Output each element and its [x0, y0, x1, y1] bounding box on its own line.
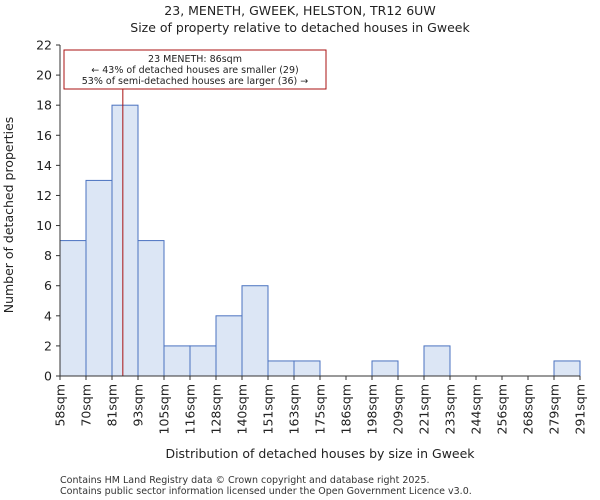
x-tick-label-186sqm: 186sqm — [339, 384, 354, 434]
annotation-line-2: ← 43% of detached houses are smaller (29… — [91, 65, 298, 76]
x-tick-label-140sqm: 140sqm — [235, 384, 250, 434]
chart-title: 23, MENETH, GWEEK, HELSTON, TR12 6UW — [164, 3, 435, 18]
bar-70sqm — [85, 179, 113, 377]
y-tick-label-16: 16 — [36, 128, 52, 143]
footer-line-2: Contains public sector information licen… — [60, 486, 472, 497]
y-tick-label-18: 18 — [36, 98, 52, 113]
y-axis-label: Number of detached properties — [1, 117, 16, 314]
x-tick-label-70sqm: 70sqm — [79, 384, 94, 427]
x-tick-label-93sqm: 93sqm — [131, 384, 146, 427]
bar-163sqm — [293, 360, 321, 377]
x-tick-label-58sqm: 58sqm — [53, 384, 68, 427]
y-tick-label-22: 22 — [36, 38, 52, 53]
annotation-box: 23 MENETH: 86sqm ← 43% of detached house… — [63, 49, 327, 90]
bar-279sqm — [553, 360, 581, 377]
x-tick-label-256sqm: 256sqm — [495, 384, 510, 434]
bar-221sqm — [423, 345, 451, 377]
y-tick-label-4: 4 — [44, 308, 52, 323]
chart-subtitle: Size of property relative to detached ho… — [130, 20, 470, 35]
x-tick-label-151sqm: 151sqm — [261, 384, 276, 434]
y-tick-label-8: 8 — [44, 248, 52, 263]
x-tick-label-116sqm: 116sqm — [183, 384, 198, 434]
x-tick-label-198sqm: 198sqm — [365, 384, 380, 434]
x-tick-label-175sqm: 175sqm — [313, 384, 328, 434]
bar-116sqm — [189, 345, 217, 377]
y-tick-label-2: 2 — [44, 338, 52, 353]
x-tick-label-128sqm: 128sqm — [209, 384, 224, 434]
x-tick-label-268sqm: 268sqm — [521, 384, 536, 434]
y-tick-label-20: 20 — [36, 68, 52, 83]
y-tick-label-0: 0 — [44, 369, 52, 384]
footer-line-1: Contains HM Land Registry data © Crown c… — [60, 475, 430, 486]
annotation-line-3: 53% of semi-detached houses are larger (… — [82, 76, 309, 87]
y-tick-label-10: 10 — [36, 218, 52, 233]
y-tick-label-6: 6 — [44, 278, 52, 293]
bar-151sqm — [267, 360, 295, 377]
x-tick-label-279sqm: 279sqm — [547, 384, 562, 434]
y-tick-label-12: 12 — [36, 188, 52, 203]
x-tick-label-163sqm: 163sqm — [287, 384, 302, 434]
bar-140sqm — [241, 285, 269, 377]
x-tick-label-81sqm: 81sqm — [105, 384, 120, 427]
y-tick-label-14: 14 — [36, 158, 52, 173]
bar-93sqm — [137, 240, 165, 377]
x-tick-label-291sqm: 291sqm — [573, 384, 588, 434]
x-tick-label-209sqm: 209sqm — [391, 384, 406, 434]
x-tick-label-221sqm: 221sqm — [417, 384, 432, 434]
x-tick-label-233sqm: 233sqm — [443, 384, 458, 434]
annotation-frame — [63, 49, 327, 90]
annotation-line-1: 23 MENETH: 86sqm — [148, 54, 242, 65]
bar-105sqm — [163, 345, 191, 377]
bar-58sqm — [59, 240, 87, 377]
x-tick-label-244sqm: 244sqm — [469, 384, 484, 434]
bar-81sqm — [111, 104, 139, 377]
bar-128sqm — [215, 315, 243, 377]
bar-198sqm — [371, 360, 399, 377]
x-axis-label: Distribution of detached houses by size … — [165, 446, 475, 461]
x-tick-label-105sqm: 105sqm — [157, 384, 172, 434]
